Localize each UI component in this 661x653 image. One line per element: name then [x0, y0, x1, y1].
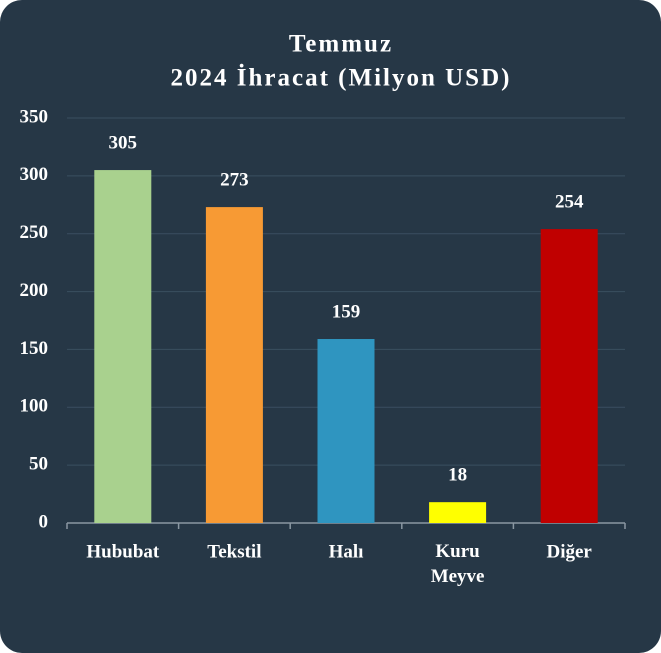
y-tick-label: 200	[20, 280, 49, 301]
x-tick-label: Kuru Meyve	[431, 541, 485, 587]
bar	[94, 170, 152, 524]
data-label: 159	[332, 301, 361, 322]
y-tick-label: 100	[20, 396, 49, 417]
chart-title-line: 2024 İhracat (Milyon USD)	[171, 64, 512, 92]
data-label: 254	[555, 191, 584, 212]
chart-title-line: Temmuz	[289, 31, 393, 58]
y-tick-label: 50	[29, 454, 48, 475]
y-tick-label: 150	[20, 338, 49, 359]
y-tick-label: 250	[20, 222, 49, 243]
x-tick-label: Diğer	[547, 541, 593, 562]
x-tick-label: Halı	[329, 541, 364, 562]
bar	[429, 502, 487, 523]
data-label: 273	[220, 169, 249, 190]
y-tick-label: 300	[20, 164, 49, 185]
data-label: 18	[448, 465, 467, 486]
x-tick-label: Tekstil	[207, 541, 261, 562]
y-tick-label: 350	[20, 106, 49, 127]
data-label: 305	[109, 132, 138, 153]
bar	[540, 229, 598, 524]
y-tick-label: 0	[39, 511, 49, 532]
bar	[317, 339, 375, 523]
x-tick-label: Hububat	[86, 541, 160, 562]
bar	[205, 207, 263, 523]
